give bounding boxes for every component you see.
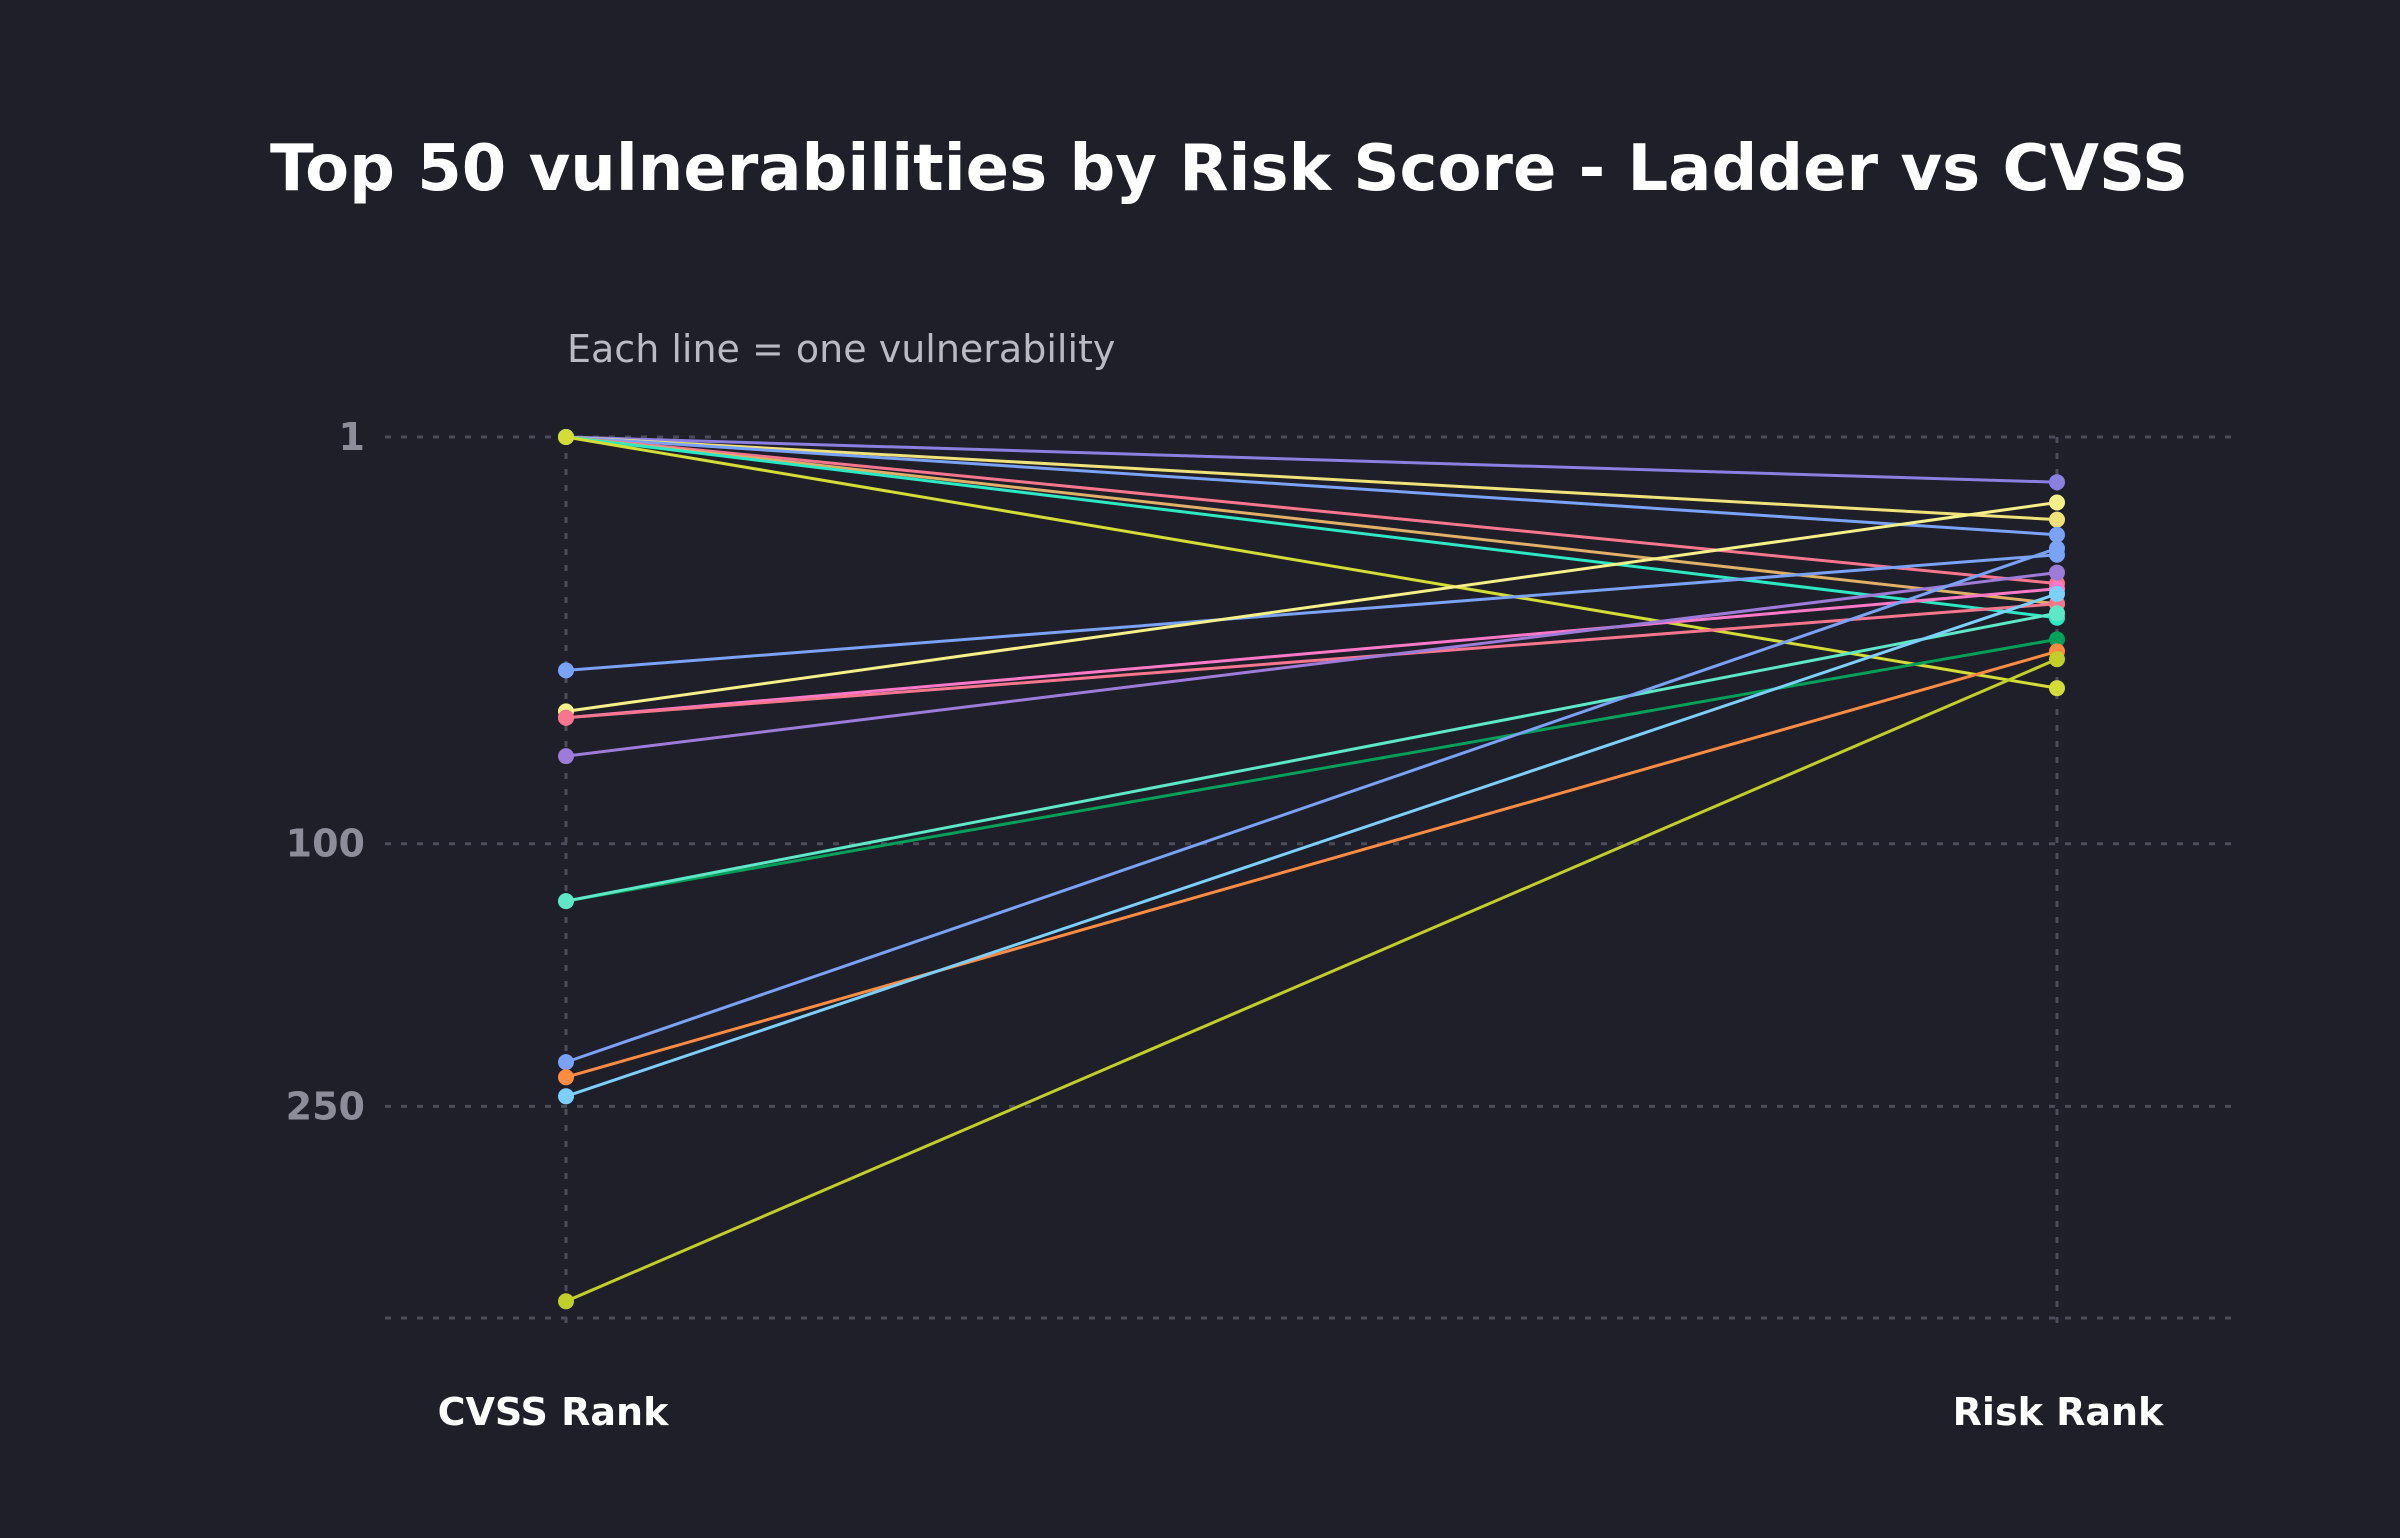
point-cvss-8 <box>558 662 574 679</box>
series-line-1 <box>565 435 2058 484</box>
series-line-6 <box>565 435 2058 620</box>
x-label-cvss-rank: CVSS Rank <box>438 1390 670 1434</box>
series-line-16 <box>565 649 2058 1079</box>
series-line-11 <box>565 602 2058 720</box>
y-tick-label-1: 1 <box>339 415 365 459</box>
series-line-12 <box>565 571 2058 758</box>
y-tick-label-100: 100 <box>286 822 365 866</box>
point-risk-15 <box>2049 540 2065 557</box>
series-line-15 <box>565 546 2058 1064</box>
series-line-13 <box>565 637 2058 903</box>
series-line-10 <box>565 587 2058 720</box>
point-cvss-12 <box>558 748 574 765</box>
point-cvss-7 <box>558 429 574 445</box>
point-cvss-16 <box>558 1069 574 1086</box>
series-line-9 <box>565 501 2058 713</box>
point-cvss-17 <box>558 1088 574 1105</box>
point-risk-3 <box>2049 526 2065 543</box>
grid-layer <box>385 435 2240 1323</box>
point-risk-17 <box>2049 585 2065 602</box>
chart-title: Top 50 vulnerabilities by Risk Score - L… <box>270 132 2188 206</box>
point-risk-18 <box>2049 651 2065 668</box>
series-line-18 <box>565 657 2058 1303</box>
series-line-5 <box>565 435 2058 606</box>
series-line-17 <box>565 592 2058 1098</box>
series-line-3 <box>565 435 2058 537</box>
point-risk-12 <box>2049 564 2065 581</box>
point-risk-2 <box>2049 511 2065 528</box>
series-lines <box>565 435 2058 1303</box>
y-tick-labels: 1 100 250 <box>286 415 365 1128</box>
point-risk-7 <box>2049 680 2065 697</box>
point-cvss-15 <box>558 1054 574 1071</box>
point-cvss-11 <box>558 709 574 726</box>
series-line-7 <box>565 435 2058 690</box>
series-points <box>558 429 2065 1310</box>
point-risk-1 <box>2049 474 2065 491</box>
point-risk-9 <box>2049 494 2065 511</box>
series-line-14 <box>565 611 2058 903</box>
point-risk-13 <box>2049 631 2065 648</box>
series-line-4 <box>565 435 2058 586</box>
series-line-2 <box>565 435 2058 522</box>
point-risk-14 <box>2049 605 2065 622</box>
chart-subtitle: Each line = one vulnerability <box>567 327 1115 371</box>
point-cvss-18 <box>558 1293 574 1310</box>
point-cvss-14 <box>558 893 574 910</box>
series-line-8 <box>565 553 2058 672</box>
y-tick-label-250: 250 <box>286 1084 365 1128</box>
x-label-risk-rank: Risk Rank <box>1953 1390 2164 1434</box>
